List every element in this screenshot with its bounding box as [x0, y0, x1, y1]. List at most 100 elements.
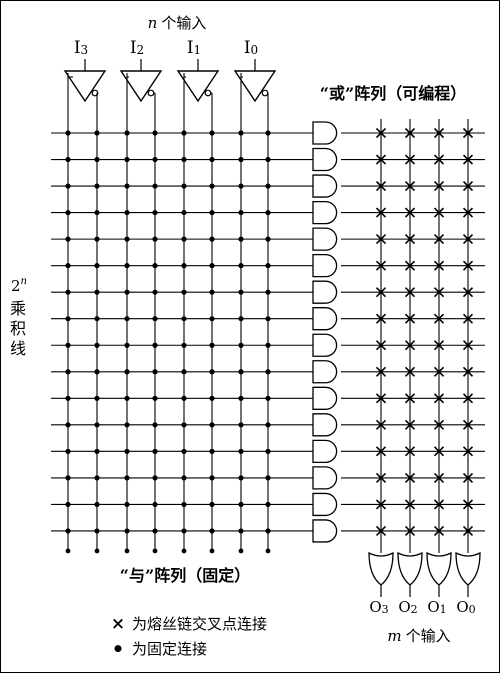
- fuse-cross-stroke: [433, 234, 445, 245]
- fixed-dot: [238, 395, 244, 401]
- fixed-dot: [94, 183, 100, 189]
- fuse-cross-stroke: [404, 446, 416, 457]
- legend-fixed-symbol: •: [112, 637, 125, 661]
- fuse-cross: [404, 207, 416, 218]
- outputs-caption-var: m: [387, 627, 401, 645]
- fixed-dot: [65, 422, 71, 428]
- fuse-cross-stroke: [375, 340, 387, 351]
- fixed-dot: [65, 130, 71, 136]
- fuse-cross-stroke: [375, 234, 387, 245]
- fixed-dot: [124, 528, 130, 534]
- fuse-cross: [375, 313, 387, 324]
- input-label: I0: [244, 38, 258, 58]
- fuse-cross: [462, 180, 474, 192]
- product-lines-char-3: 线: [10, 339, 26, 358]
- input-label-sub: 1: [194, 43, 202, 57]
- fixed-dot: [209, 289, 215, 295]
- fixed-dot: [124, 130, 130, 136]
- fixed-dot: [94, 316, 100, 322]
- fixed-dot: [65, 183, 71, 189]
- fuse-cross: [375, 287, 387, 298]
- fuse-cross: [404, 180, 416, 192]
- output-label-sub: 2: [411, 603, 418, 616]
- fixed-dot: [65, 289, 71, 295]
- fuse-cross-stroke: [462, 446, 474, 457]
- fuse-cross-stroke: [433, 313, 445, 324]
- fuse-cross-stroke: [375, 446, 387, 457]
- inputs-caption-var: n: [148, 14, 158, 32]
- and-gate: [312, 147, 338, 172]
- fixed-dot: [238, 156, 244, 163]
- fixed-dot: [124, 501, 130, 508]
- fixed-connections: [65, 130, 271, 554]
- fixed-dot: [65, 501, 71, 508]
- fuse-cross-stroke: [375, 313, 387, 324]
- fixed-dot: [181, 183, 187, 189]
- fuse-cross-stroke: [404, 180, 416, 192]
- fixed-dot: [94, 395, 100, 401]
- input-label: I2: [130, 38, 144, 58]
- fuse-cross-stroke: [404, 127, 416, 139]
- fuse-cross: [433, 260, 445, 271]
- fuse-cross: [404, 234, 416, 245]
- fuse-cross-stroke: [375, 499, 387, 510]
- fixed-dot: [152, 369, 158, 375]
- fuse-cross: [433, 525, 445, 537]
- fuse-cross-stroke: [433, 127, 445, 139]
- fixed-dot: [181, 236, 187, 242]
- fixed-dot: [65, 316, 71, 322]
- fuse-cross: [433, 340, 445, 351]
- legend-fixed-text: 为固定连接: [132, 640, 207, 658]
- fixed-dot: [65, 369, 71, 375]
- fuse-cross: [462, 207, 474, 218]
- fixed-dot: [124, 209, 130, 216]
- fuse-cross-stroke: [462, 127, 474, 139]
- fixed-dot: [65, 528, 71, 534]
- and-gate: [312, 200, 338, 225]
- fixed-dot: [181, 548, 187, 554]
- fixed-dot: [181, 289, 187, 295]
- fixed-dot: [181, 369, 187, 375]
- fixed-dot: [181, 342, 187, 348]
- fixed-dot: [181, 422, 187, 428]
- fixed-dot: [265, 422, 271, 428]
- fixed-dot: [124, 448, 130, 454]
- fixed-dot: [124, 395, 130, 401]
- output-labels: O3 O2 O1 O0: [369, 598, 475, 616]
- fuse-cross: [462, 366, 474, 377]
- fuse-cross-stroke: [462, 260, 474, 271]
- input-label-sub: 3: [81, 43, 89, 57]
- fuse-connections: [375, 127, 474, 537]
- fixed-dot: [152, 528, 158, 534]
- fixed-dot: [152, 289, 158, 295]
- outputs-caption: m 个输入: [387, 627, 450, 645]
- fuse-cross: [404, 446, 416, 457]
- output-label: O1: [427, 598, 446, 616]
- fuse-cross-stroke: [404, 313, 416, 324]
- inputs-caption: n 个输入: [148, 14, 207, 32]
- fixed-dot: [181, 395, 187, 401]
- fuse-cross: [375, 234, 387, 245]
- fixed-dot: [265, 209, 271, 216]
- output-label: O3: [369, 598, 388, 616]
- fuse-cross-stroke: [375, 472, 387, 483]
- input-label: I3: [74, 38, 88, 58]
- inverter-bubble: [261, 89, 269, 97]
- output-label-base: O: [456, 598, 468, 616]
- fixed-dot: [94, 156, 100, 163]
- input-buffer: [63, 59, 107, 105]
- input-buffers: [63, 59, 277, 105]
- fixed-dot: [209, 236, 215, 242]
- fuse-cross-stroke: [404, 525, 416, 537]
- fuse-cross-stroke: [462, 499, 474, 510]
- fixed-dot: [238, 342, 244, 348]
- fuse-cross-stroke: [462, 340, 474, 351]
- fuse-cross: [462, 340, 474, 351]
- input-label: I1: [187, 38, 201, 58]
- outputs-caption-text: 个输入: [406, 627, 451, 645]
- fuse-cross-stroke: [404, 393, 416, 404]
- fixed-dot: [181, 316, 187, 322]
- legend-fuse-text: 为熔丝链交叉点连接: [132, 615, 267, 633]
- legend-fuse-symbol: ×: [111, 614, 125, 634]
- fixed-dot: [209, 342, 215, 348]
